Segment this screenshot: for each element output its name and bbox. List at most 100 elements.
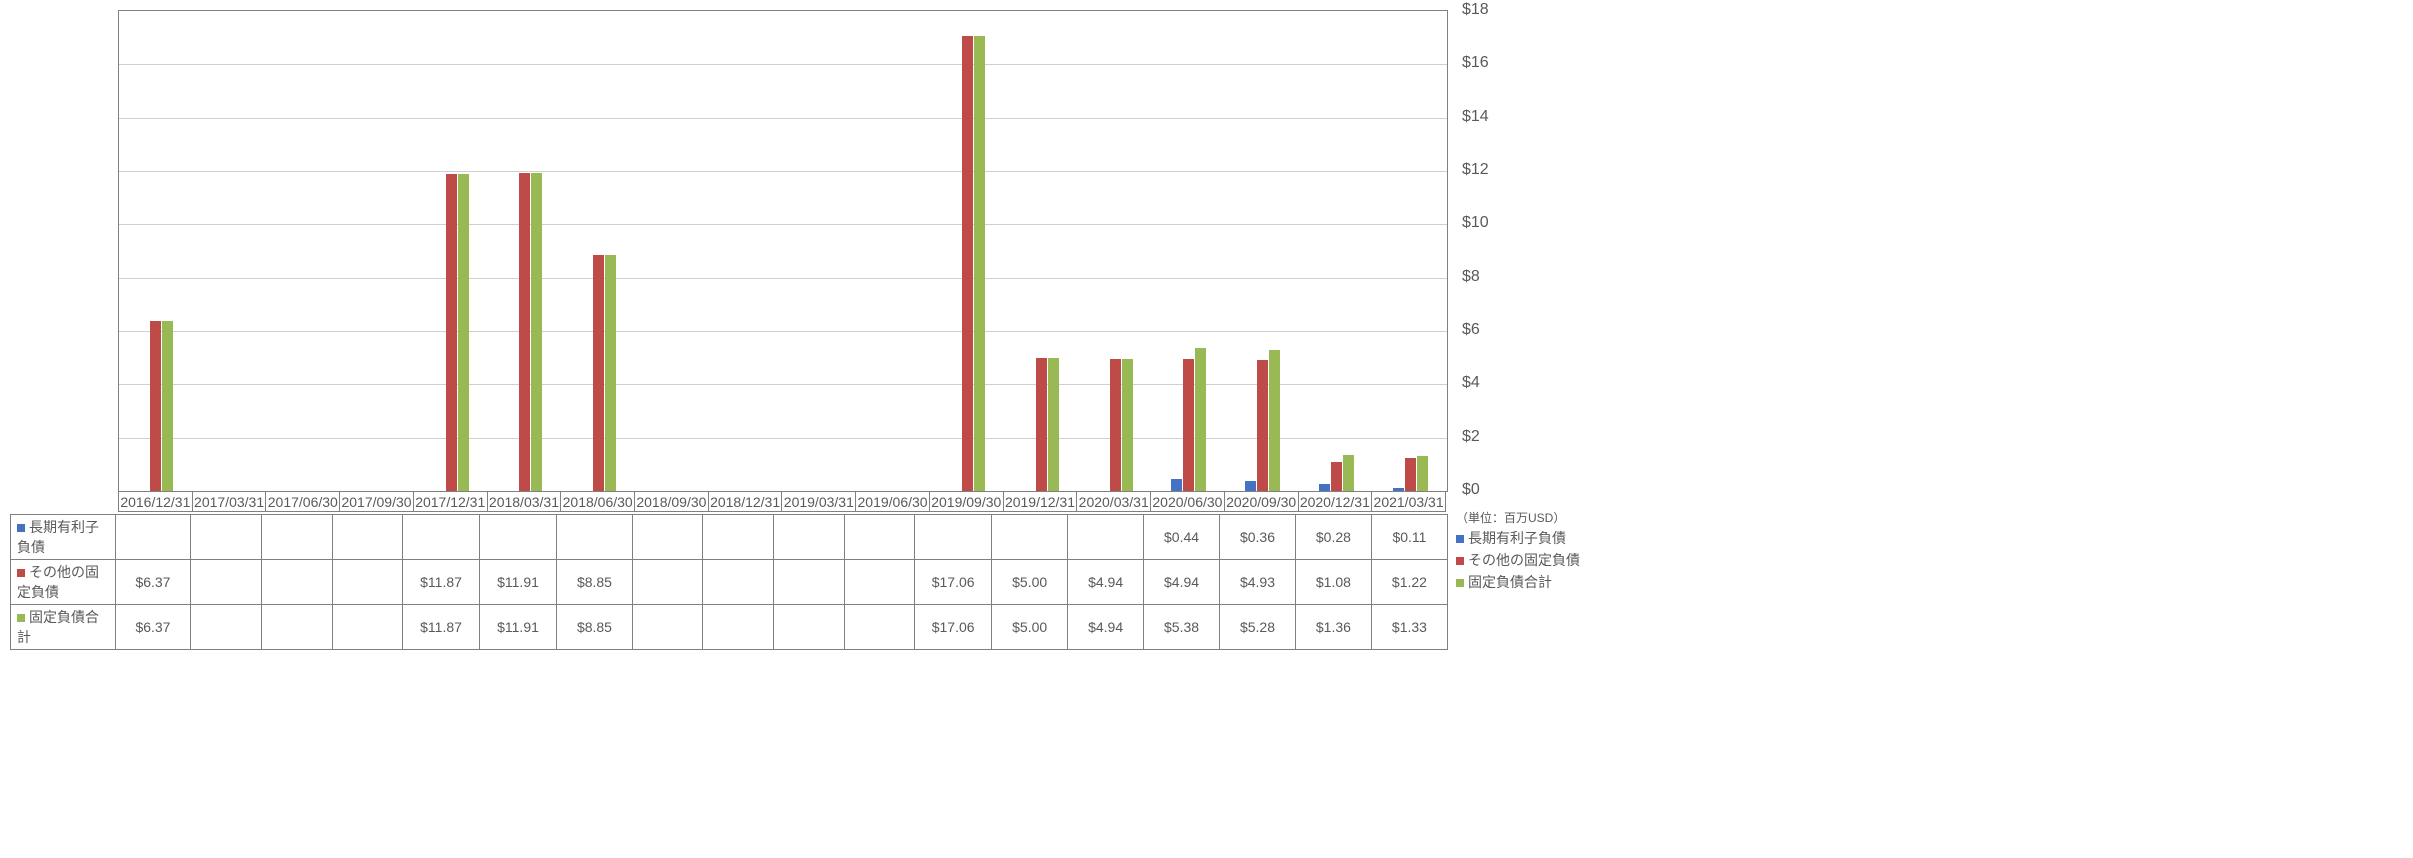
bar-0-15: [1245, 481, 1256, 491]
table-cell: [703, 560, 774, 605]
legend-marker-icon: [1456, 579, 1464, 587]
table-cell: $17.06: [915, 560, 992, 605]
table-cell: $1.33: [1371, 605, 1447, 650]
table-cell: $5.28: [1220, 605, 1296, 650]
table-cell: [191, 605, 262, 650]
bar-1-5: [519, 173, 530, 491]
y-tick-label: $10: [1462, 214, 1489, 232]
x-label: 2017/09/30: [340, 492, 414, 512]
x-label: 2020/03/31: [1077, 492, 1151, 512]
table-cell: $4.94: [1144, 560, 1220, 605]
legend-marker-icon: [17, 569, 25, 577]
unit-label: （単位：百万USD）: [1456, 509, 1565, 526]
legend-marker-icon: [17, 614, 25, 622]
legend-label: その他の固定負債: [1468, 552, 1580, 568]
y-tick-label: $14: [1462, 108, 1489, 126]
table-cell: $8.85: [557, 560, 633, 605]
table-cell: $17.06: [915, 605, 992, 650]
table-cell: $0.36: [1220, 515, 1296, 560]
legend-marker-icon: [1456, 557, 1464, 565]
y-tick-label: $6: [1462, 321, 1480, 339]
legend-marker-icon: [1456, 535, 1464, 543]
table-cell: $1.08: [1295, 560, 1371, 605]
bar-2-4: [458, 174, 469, 491]
table-cell: [844, 515, 915, 560]
series-name: 長期有利子負債: [17, 519, 99, 555]
x-axis-labels: 2016/12/312017/03/312017/06/302017/09/30…: [118, 492, 1446, 512]
table-cell: $5.00: [992, 560, 1068, 605]
y-tick-label: $0: [1462, 481, 1480, 499]
legend-item: 長期有利子負債: [1456, 527, 1580, 549]
table-cell: [403, 515, 480, 560]
bar-1-11: [962, 36, 973, 491]
table-cell: [1068, 515, 1144, 560]
table-cell: [332, 560, 403, 605]
table-row: その他の固定負債$6.37$11.87$11.91$8.85$17.06$5.0…: [11, 560, 1448, 605]
bar-1-14: [1183, 359, 1194, 491]
table-cell: [632, 560, 703, 605]
bar-1-0: [150, 321, 161, 491]
right-legend: 長期有利子負債その他の固定負債固定負債合計: [1456, 527, 1580, 593]
bar-1-13: [1110, 359, 1121, 491]
table-row: 長期有利子負債$0.44$0.36$0.28$0.11: [11, 515, 1448, 560]
plot-area: [118, 10, 1448, 492]
table-cell: $11.91: [480, 605, 557, 650]
table-cell: $11.87: [403, 560, 480, 605]
bar-1-12: [1036, 358, 1047, 491]
table-cell: $4.93: [1220, 560, 1296, 605]
y-tick-label: $2: [1462, 428, 1480, 446]
table-cell: $1.36: [1295, 605, 1371, 650]
x-label: 2021/03/31: [1372, 492, 1446, 512]
x-label: 2020/09/30: [1225, 492, 1299, 512]
x-label: 2016/12/31: [118, 492, 193, 512]
series-label: 固定負債合計: [11, 605, 116, 650]
table-cell: $8.85: [557, 605, 633, 650]
table-cell: [632, 605, 703, 650]
table-cell: [191, 515, 262, 560]
table-cell: $4.94: [1068, 605, 1144, 650]
bar-1-16: [1331, 462, 1342, 491]
table-cell: [261, 560, 332, 605]
table-cell: [115, 515, 191, 560]
legend-item: その他の固定負債: [1456, 549, 1580, 571]
table-cell: [844, 560, 915, 605]
table-cell: [557, 515, 633, 560]
bar-2-6: [605, 255, 616, 491]
bar-2-15: [1269, 350, 1280, 491]
table-cell: $0.28: [1295, 515, 1371, 560]
x-label: 2017/03/31: [193, 492, 267, 512]
x-label: 2020/12/31: [1299, 492, 1373, 512]
series-name: その他の固定負債: [17, 564, 99, 600]
bar-2-12: [1048, 358, 1059, 491]
x-label: 2018/06/30: [561, 492, 635, 512]
data-table: 長期有利子負債$0.44$0.36$0.28$0.11 その他の固定負債 $6.37…: [10, 514, 1448, 650]
table-cell: [844, 605, 915, 650]
table-cell: $5.38: [1144, 605, 1220, 650]
table-cell: $6.37: [115, 560, 191, 605]
x-label: 2018/03/31: [488, 492, 562, 512]
bar-2-0: [162, 321, 173, 491]
table-cell: $11.87: [403, 605, 480, 650]
bar-2-5: [531, 173, 542, 491]
table-cell: $6.37: [115, 605, 191, 650]
table-cell: $0.11: [1371, 515, 1447, 560]
bar-1-4: [446, 174, 457, 491]
bar-0-14: [1171, 479, 1182, 491]
table-cell: [774, 515, 845, 560]
table-cell: [774, 605, 845, 650]
table-cell: [632, 515, 703, 560]
table-cell: [703, 605, 774, 650]
table-cell: [774, 560, 845, 605]
series-label: 長期有利子負債: [11, 515, 116, 560]
chart-container: $0$2$4$6$8$10$12$14$16$18 2016/12/312017…: [0, 0, 2413, 858]
series-name: 固定負債合計: [17, 609, 99, 645]
table-cell: [191, 560, 262, 605]
bar-0-16: [1319, 484, 1330, 491]
bar-1-15: [1257, 360, 1268, 491]
bar-2-11: [974, 36, 985, 491]
y-axis: $0$2$4$6$8$10$12$14$16$18: [1456, 10, 1506, 490]
table-cell: $5.00: [992, 605, 1068, 650]
table-cell: [332, 515, 403, 560]
table-cell: [261, 515, 332, 560]
x-label: 2020/06/30: [1151, 492, 1225, 512]
